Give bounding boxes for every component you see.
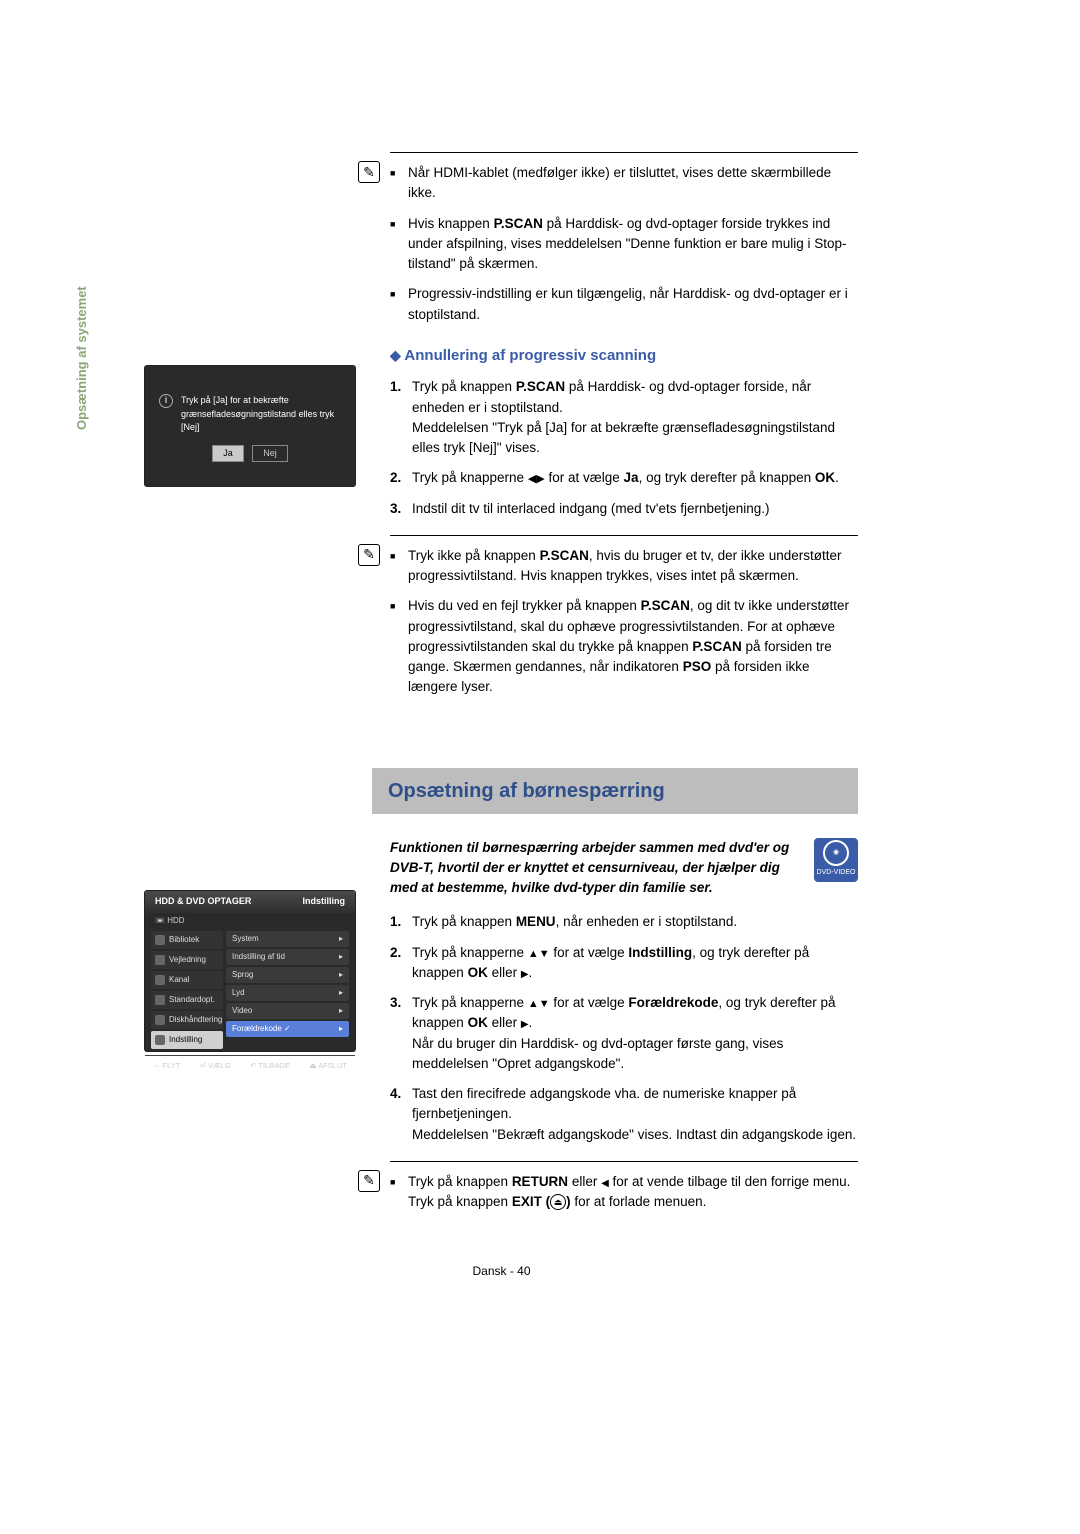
note-item: Hvis knappen P.SCAN på Harddisk- og dvd-…: [390, 214, 858, 275]
note-block-2: ✎ Tryk ikke på knappen P.SCAN, hvis du b…: [390, 535, 858, 698]
sub-heading: ◆ Annullering af progressiv scanning: [390, 345, 858, 368]
tv2-left-item: Bibliotek: [151, 931, 223, 949]
tv2-right-menu: System▸ Indstilling af tid▸ Sprog▸ Lyd▸ Vide…: [226, 931, 349, 1051]
sidebar-vertical-label: Opsætning af systemet: [72, 286, 92, 430]
dvd-video-badge: ◉ DVD-VIDEO: [814, 838, 858, 882]
note-icon: ✎: [358, 544, 380, 566]
step-item: Tryk på knapperne for at vælge Ja, og tr…: [390, 468, 858, 488]
tv2-footer-item: ⇔ FLYT: [153, 1060, 180, 1071]
step-item: Tryk på knappen P.SCAN på Harddisk- og d…: [390, 377, 858, 458]
step-item: Tryk på knappen MENU, når enheden er i s…: [390, 912, 858, 932]
tv2-footer-item: ⏎ VÆLG: [200, 1060, 231, 1071]
intro-text: Funktionen til børnespærring arbejder sa…: [390, 838, 858, 899]
tv2-right-item: Lyd▸: [226, 985, 349, 1001]
info-icon: i: [159, 394, 173, 408]
step-item: Tast den firecifrede adgangskode vha. de…: [390, 1084, 858, 1145]
note-item: Tryk på knappen RETURN eller for at vend…: [390, 1172, 858, 1213]
note-block-1: ✎ Når HDMI-kablet (medfølger ikke) er ti…: [390, 152, 858, 325]
tv-screenshot-confirm: i Tryk på [Ja] for at bekræfte grænsefla…: [145, 366, 355, 486]
tv2-footer-item: ⏏ AFSLUT: [309, 1060, 347, 1071]
tv2-left-item: Vejledning: [151, 951, 223, 969]
tv2-right-item: Video▸: [226, 1003, 349, 1019]
tv1-text: Tryk på [Ja] for at bekræfte grænseflade…: [181, 394, 341, 435]
page-footer: Dansk - 40: [145, 1262, 858, 1280]
tv2-left-item: Indstilling: [151, 1031, 223, 1049]
step-item: Tryk på knapperne for at vælge Indstilli…: [390, 943, 858, 984]
note-item: Progressiv-indstilling er kun tilgængeli…: [390, 284, 858, 325]
tv2-footer: ⇔ FLYT ⏎ VÆLG ↶ TILBAGE ⏏ AFSLUT: [145, 1055, 355, 1075]
tv2-left-item: Kanal: [151, 971, 223, 989]
tv2-right-item: Indstilling af tid▸: [226, 949, 349, 965]
step-item: Tryk på knapperne for at vælge Forældrek…: [390, 993, 858, 1074]
note-item: Tryk ikke på knappen P.SCAN, hvis du bru…: [390, 546, 858, 587]
section-title: Opsætning af børnespærring: [372, 768, 858, 814]
tv2-footer-item: ↶ TILBAGE: [250, 1060, 290, 1071]
tv1-no-button: Nej: [252, 445, 288, 463]
tv2-left-item: Standardopt.: [151, 991, 223, 1009]
steps-list-2: Tryk på knappen MENU, når enheden er i s…: [390, 912, 858, 1145]
step-item: Indstil dit tv til interlaced indgang (m…: [390, 499, 858, 519]
note-item: Når HDMI-kablet (medfølger ikke) er tils…: [390, 163, 858, 204]
note-block-3: ✎ Tryk på knappen RETURN eller for at ve…: [390, 1161, 858, 1213]
tv2-left-menu: Bibliotek Vejledning Kanal Standardopt. Disk…: [151, 931, 223, 1051]
tv2-left-item: Diskhåndtering: [151, 1011, 223, 1029]
tv2-sub: HDD: [167, 916, 184, 925]
tv2-right-item: System▸: [226, 931, 349, 947]
tv2-title: HDD & DVD OPTAGER: [155, 895, 251, 909]
tv2-title-right: Indstilling: [303, 895, 346, 909]
tv2-right-item: Forældrekode ✓▸: [226, 1021, 349, 1037]
steps-list-1: Tryk på knappen P.SCAN på Harddisk- og d…: [390, 377, 858, 519]
tv-screenshot-menu: HDD & DVD OPTAGER Indstilling 📼 HDD Bibl…: [145, 891, 355, 1051]
tv1-yes-button: Ja: [212, 445, 244, 463]
tv2-right-item: Sprog▸: [226, 967, 349, 983]
note-item: Hvis du ved en fejl trykker på knappen P…: [390, 596, 858, 697]
note-icon: ✎: [358, 161, 380, 183]
note-icon: ✎: [358, 1170, 380, 1192]
